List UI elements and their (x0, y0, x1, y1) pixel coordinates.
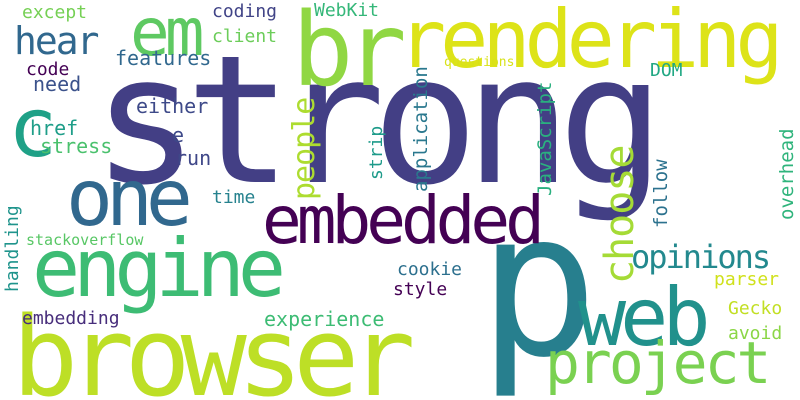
word-code: code (26, 59, 70, 80)
word-rendering: rendering (398, 0, 783, 86)
word-c: c (8, 81, 58, 176)
word-webkit: WebKit (314, 0, 380, 21)
word-cookie: cookie (397, 259, 463, 280)
word-handling: handling (2, 205, 23, 292)
word-hear: hear (14, 19, 100, 63)
word-project: project (545, 329, 771, 397)
word-avoid: avoid (728, 323, 783, 344)
word-run: run (175, 146, 212, 170)
word-need: need (33, 72, 82, 96)
word-parser: parser (714, 269, 780, 290)
word-dom: DOM (650, 60, 683, 81)
word-strip: strip (366, 125, 387, 180)
word-href: href (30, 116, 79, 140)
word-embedding: embedding (22, 308, 120, 329)
word-follow: follow (650, 159, 672, 228)
word-browser: browser (12, 293, 416, 400)
word-overhead: overhead (776, 128, 798, 220)
word-client: client (212, 26, 278, 47)
word-time: time (212, 187, 256, 208)
word-em: em (130, 0, 205, 71)
word-strong: strong (92, 17, 665, 224)
word-one: one (66, 154, 193, 244)
word-javascript: JavaScript (534, 81, 556, 196)
word-stress: stress (40, 134, 113, 158)
word-style: style (393, 279, 448, 300)
word-except: except (22, 2, 88, 23)
word-people: people (287, 97, 322, 200)
word-coding: coding (212, 1, 278, 22)
word-stackoverflow: stackoverflow (26, 231, 144, 249)
word-features: features (115, 46, 212, 70)
word-questions: questions (444, 55, 515, 70)
word-opinions: opinions (631, 238, 771, 276)
word-gecko: Gecko (728, 298, 783, 319)
word-e: e (172, 123, 185, 147)
word-br: br (292, 0, 407, 110)
word-either: either (136, 94, 209, 118)
word-experience: experience (264, 307, 385, 331)
word-embedded: embedded (262, 182, 545, 259)
word-web: web (578, 271, 710, 364)
word-p: p (478, 169, 599, 400)
word-engine: engine (32, 222, 286, 315)
word-application: application (410, 66, 432, 192)
